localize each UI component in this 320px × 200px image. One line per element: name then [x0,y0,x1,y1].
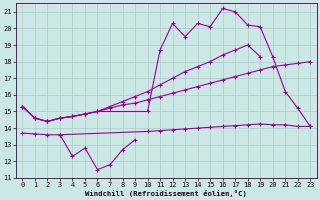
X-axis label: Windchill (Refroidissement éolien,°C): Windchill (Refroidissement éolien,°C) [85,190,247,197]
